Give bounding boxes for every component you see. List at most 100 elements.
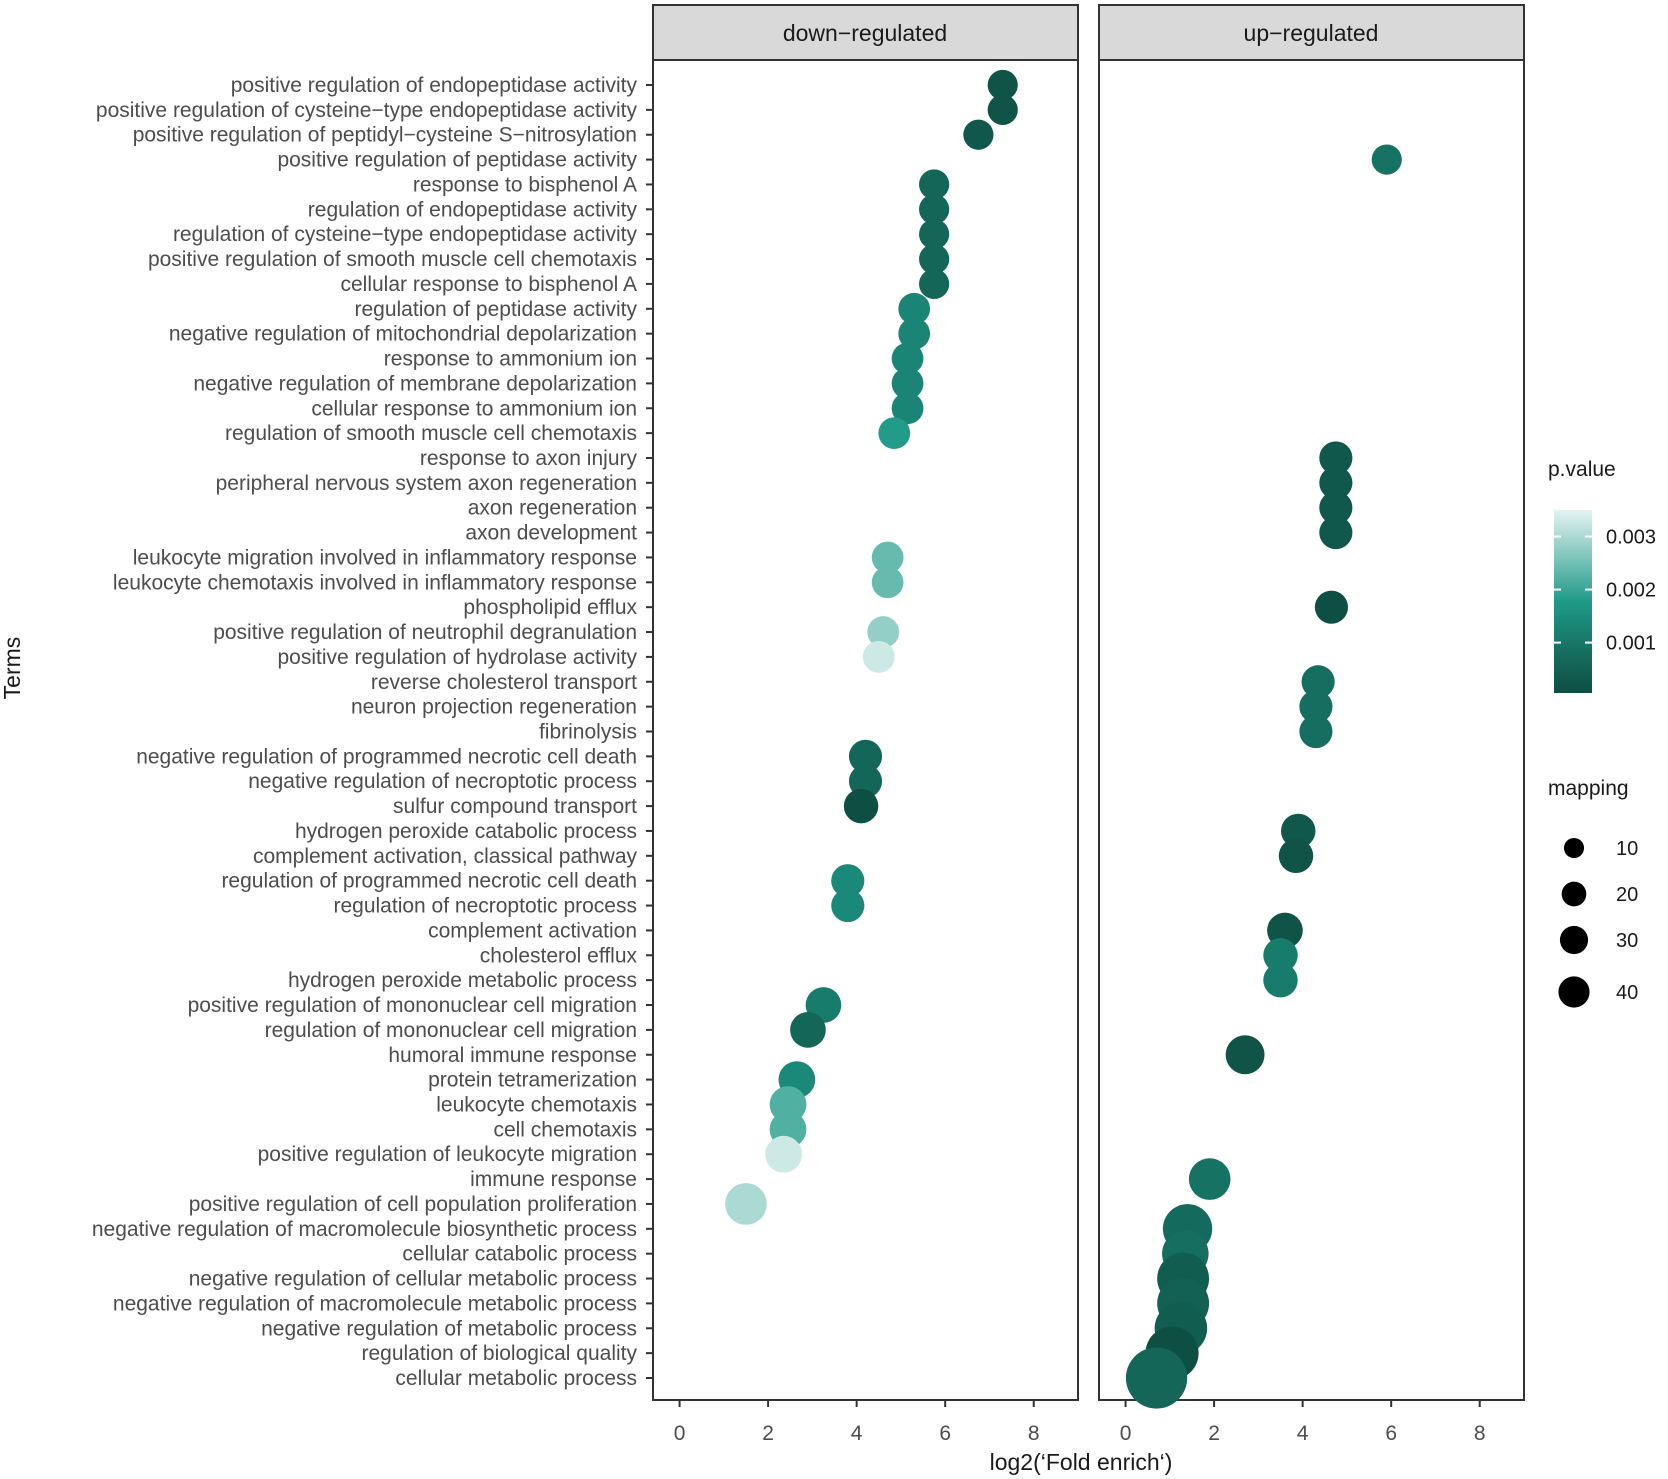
color-legend-title: p.value bbox=[1548, 458, 1616, 481]
term-label: cellular catabolic process bbox=[402, 1243, 637, 1266]
term-label: regulation of cysteine−type endopeptidas… bbox=[173, 223, 638, 246]
data-points bbox=[725, 69, 1402, 1409]
data-point bbox=[1299, 690, 1333, 724]
term-label: negative regulation of macromolecule bio… bbox=[92, 1218, 637, 1241]
term-label: fibrinolysis bbox=[539, 721, 637, 744]
x-tick-label: 6 bbox=[1385, 1422, 1397, 1445]
size-legend-dot bbox=[1558, 976, 1590, 1008]
size-legend-label: 40 bbox=[1616, 982, 1638, 1004]
data-point bbox=[871, 566, 904, 599]
size-legend-dot bbox=[1561, 881, 1587, 907]
term-label: complement activation, classical pathway bbox=[253, 845, 638, 868]
term-label: negative regulation of metabolic process bbox=[261, 1317, 637, 1340]
term-label: hydrogen peroxide catabolic process bbox=[295, 820, 637, 843]
x-tick-label: 8 bbox=[1028, 1422, 1040, 1445]
x-tick-label: 2 bbox=[1208, 1422, 1220, 1445]
data-point bbox=[1280, 813, 1316, 849]
size-legend-items: 10 20 30 40 bbox=[1558, 837, 1638, 1008]
term-label: axon regeneration bbox=[468, 497, 637, 520]
term-label: negative regulation of necroptotic proce… bbox=[248, 770, 637, 793]
data-point bbox=[891, 392, 924, 425]
term-label: cellular response to bisphenol A bbox=[340, 273, 637, 296]
data-point bbox=[831, 864, 865, 898]
term-label: peripheral nervous system axon regenerat… bbox=[216, 472, 637, 495]
data-point bbox=[1263, 938, 1298, 973]
size-legend-dot bbox=[1559, 925, 1589, 955]
data-point bbox=[1225, 1035, 1265, 1075]
data-point bbox=[1263, 962, 1298, 998]
term-label: response to axon injury bbox=[420, 447, 638, 470]
term-label: regulation of biological quality bbox=[361, 1342, 637, 1365]
term-label: negative regulation of cellular metaboli… bbox=[189, 1268, 637, 1291]
data-point bbox=[1188, 1158, 1231, 1200]
data-point bbox=[765, 1135, 802, 1173]
data-point bbox=[919, 169, 950, 200]
x-tick-label: 4 bbox=[851, 1422, 863, 1445]
term-label: positive regulation of endopeptidase act… bbox=[231, 74, 638, 97]
data-point bbox=[919, 219, 950, 250]
data-point bbox=[987, 94, 1018, 125]
data-point bbox=[1299, 714, 1333, 749]
term-label: positive regulation of cysteine−type end… bbox=[96, 99, 638, 122]
strip-label-down: down−regulated bbox=[783, 20, 947, 46]
data-point bbox=[725, 1183, 767, 1225]
color-legend-ticks: 0.003 0.002 0.001 bbox=[1554, 527, 1656, 655]
term-label: regulation of necroptotic process bbox=[333, 895, 637, 918]
panel-down-regulated bbox=[652, 59, 1079, 1401]
term-label: positive regulation of peptidyl−cysteine… bbox=[133, 124, 637, 147]
term-label: positive regulation of neutrophil degran… bbox=[213, 621, 637, 644]
term-label: positive regulation of smooth muscle cel… bbox=[148, 248, 637, 271]
data-point bbox=[919, 194, 950, 225]
term-label: leukocyte chemotaxis bbox=[436, 1093, 637, 1116]
x-tick-label: 4 bbox=[1297, 1422, 1309, 1445]
term-label: sulfur compound transport bbox=[393, 795, 637, 818]
data-point bbox=[1319, 441, 1353, 475]
data-point bbox=[1301, 665, 1335, 699]
term-label: response to bisphenol A bbox=[413, 173, 637, 196]
term-label: positive regulation of peptidase activit… bbox=[277, 149, 637, 172]
data-point bbox=[871, 541, 904, 574]
term-label: negative regulation of macromolecule met… bbox=[113, 1292, 637, 1315]
data-point bbox=[878, 417, 911, 449]
term-label: immune response bbox=[470, 1168, 637, 1191]
y-axis-ticks bbox=[646, 84, 653, 1379]
x-tick-label: 2 bbox=[762, 1422, 774, 1445]
term-label: regulation of endopeptidase activity bbox=[308, 198, 638, 221]
term-label: positive regulation of leukocyte migrati… bbox=[258, 1143, 637, 1166]
term-label: leukocyte chemotaxis involved in inflamm… bbox=[113, 571, 637, 594]
term-label: response to ammonium ion bbox=[384, 348, 637, 371]
x-tick-label: 0 bbox=[674, 1422, 686, 1445]
data-point bbox=[790, 1012, 826, 1048]
size-legend-label: 10 bbox=[1616, 838, 1638, 860]
data-point bbox=[898, 292, 931, 325]
data-point bbox=[987, 69, 1018, 101]
x-tick-label: 6 bbox=[939, 1422, 951, 1445]
data-point bbox=[963, 119, 994, 150]
term-label: negative regulation of programmed necrot… bbox=[136, 745, 637, 768]
term-label: complement activation bbox=[428, 919, 637, 942]
x-axis: 0 2 4 6 8 0 2 4 6 8 bbox=[674, 1400, 1486, 1445]
term-label: hydrogen peroxide metabolic process bbox=[288, 969, 637, 992]
term-label: regulation of peptidase activity bbox=[354, 298, 637, 321]
term-label: negative regulation of membrane depolari… bbox=[193, 372, 637, 395]
term-label: cellular metabolic process bbox=[395, 1367, 637, 1390]
data-point bbox=[1125, 1347, 1188, 1409]
x-tick-label: 0 bbox=[1120, 1422, 1132, 1445]
data-point bbox=[867, 616, 900, 648]
color-legend-label: 0.002 bbox=[1606, 580, 1656, 602]
term-label: leukocyte migration involved in inflamma… bbox=[133, 546, 637, 569]
term-label: neuron projection regeneration bbox=[351, 696, 637, 719]
x-axis-title: log2(‘Fold enrich‘) bbox=[990, 1449, 1173, 1475]
data-point bbox=[1278, 838, 1314, 874]
term-label: reverse cholesterol transport bbox=[371, 671, 637, 694]
data-point bbox=[1371, 144, 1402, 175]
term-label: axon development bbox=[465, 522, 637, 545]
color-legend-bar bbox=[1554, 510, 1592, 693]
data-point bbox=[919, 268, 950, 300]
term-label: negative regulation of mitochondrial dep… bbox=[169, 323, 637, 346]
term-label: cholesterol efflux bbox=[480, 944, 638, 967]
term-label: regulation of programmed necrotic cell d… bbox=[221, 870, 637, 893]
term-label: cellular response to ammonium ion bbox=[311, 397, 637, 420]
term-label: protein tetramerization bbox=[428, 1069, 637, 1092]
